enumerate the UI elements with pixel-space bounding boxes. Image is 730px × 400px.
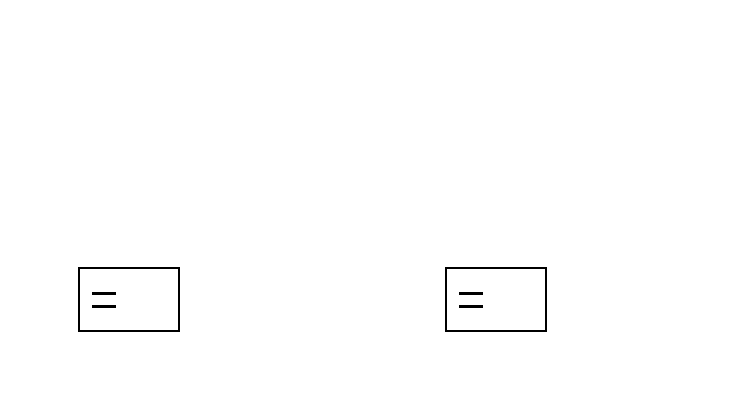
legend-ns	[78, 267, 180, 332]
plot-canvas-ew	[365, 0, 730, 400]
legend-item-5pct	[459, 304, 545, 308]
plot-canvas-ns	[0, 0, 365, 400]
legend-line-blue	[92, 304, 116, 308]
legend-ew	[445, 267, 547, 332]
chart-ns	[0, 0, 365, 400]
legend-item-0pct	[92, 291, 178, 295]
legend-line-blue	[459, 304, 483, 308]
legend-line-red	[459, 291, 483, 295]
legend-item-5pct	[92, 304, 178, 308]
legend-item-0pct	[459, 291, 545, 295]
legend-line-red	[92, 291, 116, 295]
chart-ew	[365, 0, 730, 400]
